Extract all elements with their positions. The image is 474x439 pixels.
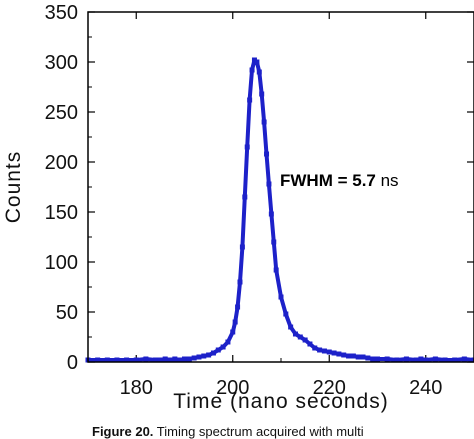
- data-point: [298, 335, 303, 340]
- data-point: [279, 295, 284, 300]
- data-point: [341, 353, 346, 358]
- data-point: [237, 280, 242, 285]
- data-point: [433, 357, 438, 362]
- figure-caption: Figure 20. Timing spectrum acquired with…: [92, 424, 364, 439]
- data-point: [187, 357, 192, 362]
- data-point: [216, 348, 221, 353]
- data-point: [233, 320, 238, 325]
- data-point: [274, 268, 279, 273]
- data-point: [250, 68, 255, 73]
- data-point: [262, 120, 267, 125]
- data-point: [288, 325, 293, 330]
- data-point: [404, 357, 409, 362]
- data-point: [240, 245, 245, 250]
- data-point: [317, 348, 322, 353]
- fwhm-annotation: FWHM = 5.7 ns: [280, 171, 399, 190]
- y-tick-label: 50: [56, 302, 78, 324]
- series-layer: [86, 58, 474, 363]
- y-tick-label: 150: [45, 202, 78, 224]
- data-point: [293, 332, 298, 337]
- data-point: [245, 145, 250, 150]
- data-point: [332, 351, 337, 356]
- x-axis-title: Time (nano seconds): [173, 390, 388, 413]
- data-point: [264, 152, 269, 157]
- y-tick-label: 100: [45, 252, 78, 274]
- data-point: [462, 357, 467, 362]
- data-point: [225, 340, 230, 345]
- y-axis-title: Counts: [2, 151, 25, 224]
- data-point: [312, 346, 317, 351]
- data-point: [370, 357, 375, 362]
- data-point: [211, 351, 216, 356]
- y-tick-label: 250: [45, 102, 78, 124]
- data-point: [303, 338, 308, 343]
- data-point: [206, 353, 211, 358]
- data-point: [196, 355, 201, 360]
- data-point: [143, 357, 148, 362]
- data-point: [327, 350, 332, 355]
- data-point: [266, 182, 271, 187]
- data-point: [351, 354, 356, 359]
- data-point: [346, 354, 351, 359]
- data-point: [257, 70, 262, 75]
- data-point: [254, 60, 259, 65]
- data-point: [182, 357, 187, 362]
- x-tick-label: 240: [409, 377, 442, 399]
- fwhm-value: FWHM = 5.7: [280, 171, 376, 190]
- data-point: [375, 357, 380, 362]
- data-point: [365, 356, 370, 361]
- data-point: [269, 212, 274, 217]
- y-tick-label: 0: [67, 352, 78, 374]
- data-point: [259, 92, 264, 97]
- data-point: [221, 345, 226, 350]
- data-point: [247, 98, 252, 103]
- y-tick-label: 300: [45, 52, 78, 74]
- data-point: [271, 240, 276, 245]
- data-point: [242, 195, 247, 200]
- data-point: [356, 355, 361, 360]
- x-tick-label: 180: [120, 377, 153, 399]
- data-point: [385, 357, 390, 362]
- y-axis-ticks: 0 50 100 150 200 250 300 350: [45, 2, 474, 374]
- data-point: [307, 342, 312, 347]
- data-point: [235, 305, 240, 310]
- data-point: [336, 352, 341, 357]
- data-point: [192, 356, 197, 361]
- data-point: [361, 355, 366, 360]
- y-tick-label: 200: [45, 152, 78, 174]
- fwhm-unit: ns: [376, 171, 399, 190]
- data-point: [172, 357, 177, 362]
- y-tick-label: 350: [45, 2, 78, 24]
- data-point: [418, 357, 423, 362]
- data-point: [163, 357, 168, 362]
- series-line: [88, 60, 474, 360]
- data-point: [283, 312, 288, 317]
- data-point: [201, 354, 206, 359]
- data-point: [322, 349, 327, 354]
- figure-caption-text: Timing spectrum acquired with multi: [153, 424, 363, 439]
- figure-caption-label: Figure 20.: [92, 424, 153, 439]
- data-point: [230, 330, 235, 335]
